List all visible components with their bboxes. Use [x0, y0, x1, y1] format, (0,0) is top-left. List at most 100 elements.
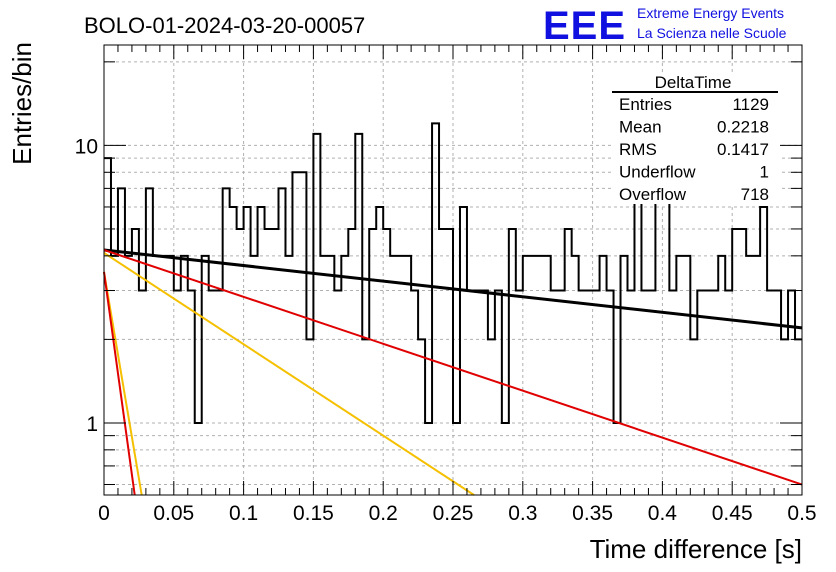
histogram-bin — [418, 339, 425, 495]
histogram-bin — [327, 256, 334, 495]
histogram-bin — [676, 256, 683, 495]
histogram-bin — [244, 207, 251, 495]
histogram-bin — [467, 291, 474, 495]
histogram-bin — [641, 291, 648, 495]
histogram-bin — [390, 256, 397, 495]
histogram-bin — [111, 256, 118, 495]
histogram-bin — [551, 291, 558, 495]
histogram-bin — [746, 256, 753, 495]
histogram-bin — [334, 291, 341, 495]
stats-row-label: RMS — [619, 140, 657, 159]
histogram-bin — [362, 339, 369, 495]
histogram-bin — [153, 256, 160, 495]
histogram-bin — [704, 291, 711, 495]
histogram-bin — [621, 256, 628, 495]
histogram-bin — [306, 339, 313, 495]
stats-box-title: DeltaTime — [655, 73, 732, 92]
histogram-bin — [760, 207, 767, 495]
histogram-bin — [739, 229, 746, 495]
histogram-bin — [655, 172, 662, 495]
histogram-bin — [732, 229, 739, 495]
histogram-bin — [181, 256, 188, 495]
x-tick-label: 0.5 — [787, 502, 816, 525]
histogram-bin — [432, 123, 439, 495]
x-tick-label: 0.1 — [229, 502, 258, 525]
stats-row-value: 0.1417 — [717, 140, 769, 159]
histogram-bin — [509, 229, 516, 495]
histogram-bin — [404, 256, 411, 495]
x-tick-label: 0.05 — [153, 502, 194, 525]
logo-line-1: Extreme Energy Events — [637, 5, 784, 21]
stats-row-label: Mean — [619, 118, 662, 137]
histogram-bin — [446, 229, 453, 495]
fit-curves — [103, 248, 803, 496]
histogram-bin — [781, 339, 788, 495]
x-tick-label: 0.25 — [433, 502, 474, 525]
y-axis-label: Entries/bin — [7, 42, 37, 165]
logo-line-2: La Scienza nelle Scuole — [637, 25, 787, 41]
histogram-bin — [495, 291, 502, 495]
histogram-bin — [648, 291, 655, 495]
x-tick-label: 0.2 — [369, 502, 398, 525]
histogram-bin — [223, 188, 230, 495]
histogram-bin — [376, 207, 383, 495]
histogram-bin — [397, 256, 404, 495]
x-tick-label: 0.15 — [293, 502, 334, 525]
histogram-bin — [683, 256, 690, 495]
histogram-bin — [125, 256, 132, 495]
histogram-bin — [481, 291, 488, 495]
histogram-bin — [202, 256, 209, 495]
histogram-bin — [607, 291, 614, 495]
x-tick-label: 0.35 — [572, 502, 613, 525]
stats-row-value: 1129 — [732, 95, 769, 114]
histogram-bin — [711, 291, 718, 495]
histogram-bin — [174, 291, 181, 495]
histogram-series — [104, 122, 802, 495]
histogram-bin — [690, 339, 697, 495]
histogram-bin — [292, 172, 299, 495]
x-axis-label: Time difference [s] — [590, 534, 802, 564]
histogram-bin — [544, 256, 551, 495]
histogram-bin — [104, 158, 111, 495]
y-tick-label: 1 — [86, 413, 98, 436]
histogram-bin — [237, 229, 244, 495]
histogram-bin — [565, 229, 572, 495]
histogram-bin — [530, 256, 537, 495]
histogram-bin — [411, 291, 418, 495]
stats-box-background — [612, 72, 779, 204]
histogram-bin — [299, 172, 306, 495]
y-tick-label: 10 — [75, 135, 98, 158]
histogram-bin — [167, 256, 174, 495]
histogram-bin — [662, 188, 669, 495]
stats-row-value: 0.2218 — [717, 118, 769, 137]
x-tick-label: 0.4 — [648, 502, 678, 525]
histogram-bin — [516, 291, 523, 495]
stats-row-label: Overflow — [619, 185, 687, 204]
stats-row-label: Entries — [619, 95, 672, 114]
histogram-bin — [139, 291, 146, 495]
histogram-bin — [460, 207, 467, 495]
stats-row-label: Underflow — [619, 163, 696, 182]
histogram-bin — [600, 256, 607, 495]
stats-box: DeltaTime Entries 1129 Mean 0.2218 RMS 0.1417… — [612, 72, 779, 204]
histogram-bin — [369, 229, 376, 495]
histogram-bin — [230, 207, 237, 495]
histogram-outline — [104, 122, 802, 424]
fit-curve-2 — [103, 249, 803, 486]
histogram-bin — [251, 256, 258, 495]
histogram-bin — [788, 291, 795, 495]
histogram-bin — [669, 291, 676, 495]
histogram-bin — [341, 256, 348, 495]
histogram-bin — [258, 207, 265, 495]
axis-ticks: 0 0.05 0.1 0.15 0.2 0.25 0.3 0.35 0.4 0.45 0.5 1 10 — [75, 45, 817, 525]
histogram-bin — [279, 188, 286, 495]
histogram-bin — [579, 291, 586, 495]
histogram-bin — [188, 291, 195, 495]
histogram-bin — [774, 291, 781, 495]
histogram-bin — [320, 256, 327, 495]
histogram-bin — [537, 256, 544, 495]
histogram-bin — [488, 339, 495, 495]
histogram-bin — [572, 256, 579, 495]
chart-title: BOLO-01-2024-03-20-00057 — [84, 13, 365, 38]
